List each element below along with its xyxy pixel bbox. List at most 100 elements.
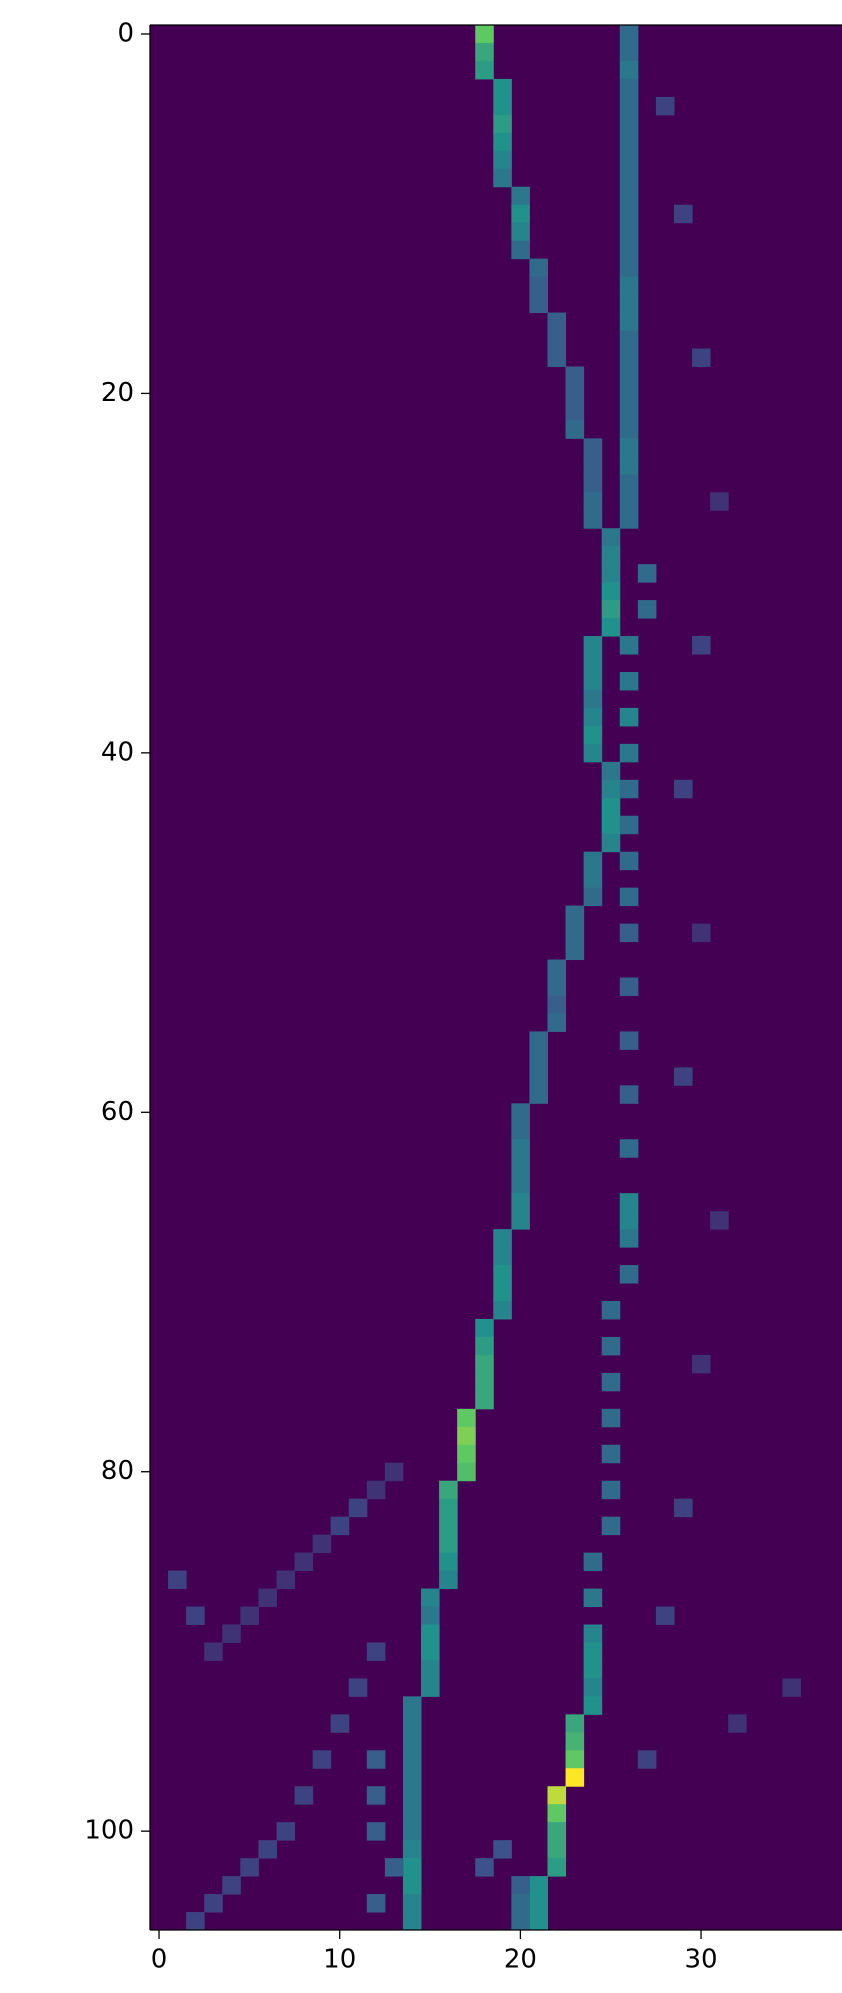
heatmap-cell xyxy=(493,1840,512,1859)
heatmap-cell xyxy=(529,1912,548,1931)
heatmap-cell xyxy=(402,1786,422,1805)
heatmap-cell xyxy=(348,1498,368,1518)
heatmap-cell xyxy=(529,1085,548,1104)
heatmap-cell xyxy=(511,1894,530,1913)
heatmap-cell xyxy=(583,1588,603,1608)
heatmap-cell xyxy=(619,1085,639,1104)
heatmap-cell xyxy=(583,887,603,907)
heatmap-cell xyxy=(728,1714,747,1733)
heatmap-cell xyxy=(402,1840,422,1859)
heatmap-cell xyxy=(493,132,512,152)
heatmap-cell xyxy=(366,1480,386,1500)
heatmap-cell xyxy=(240,1858,259,1877)
heatmap-cell xyxy=(601,1444,621,1464)
heatmap-cell xyxy=(384,1858,404,1877)
heatmap-cell xyxy=(619,258,639,278)
heatmap-cell xyxy=(511,1121,530,1140)
heatmap-cell xyxy=(655,96,675,116)
heatmap-cell xyxy=(619,977,639,996)
heatmap-cell xyxy=(439,1516,458,1536)
heatmap-cell xyxy=(421,1606,440,1625)
heatmap-cell xyxy=(583,492,603,511)
heatmap-cell xyxy=(402,1876,422,1895)
heatmap-cell xyxy=(583,1660,603,1679)
heatmap-cell xyxy=(782,1678,801,1697)
heatmap-cell xyxy=(565,384,585,403)
heatmap-cell xyxy=(547,1840,567,1859)
heatmap-cell xyxy=(601,618,621,637)
heatmap-cell xyxy=(619,779,639,799)
heatmap-cell xyxy=(619,923,639,943)
heatmap-cell xyxy=(619,240,639,260)
heatmap-cell xyxy=(565,1714,585,1733)
heatmap-cell xyxy=(439,1534,458,1554)
x-tick-label: 10 xyxy=(323,1945,356,1975)
heatmap-cell xyxy=(258,1840,277,1859)
heatmap-cell xyxy=(601,528,621,547)
heatmap-cell xyxy=(493,1283,512,1302)
heatmap-cell xyxy=(583,671,603,691)
heatmap-cell xyxy=(529,1894,548,1913)
y-tick-label: 40 xyxy=(101,737,134,767)
heatmap-cell xyxy=(493,78,512,98)
heatmap-cell xyxy=(619,1211,639,1230)
heatmap-cell xyxy=(583,851,603,871)
heatmap-cell xyxy=(619,96,639,116)
heatmap-cell xyxy=(168,1570,187,1590)
heatmap-cell xyxy=(619,384,639,403)
heatmap-cell xyxy=(330,1516,350,1536)
heatmap-cell xyxy=(619,815,639,835)
heatmap-cell xyxy=(583,636,603,655)
heatmap-cell xyxy=(240,1606,259,1625)
heatmap-cell xyxy=(547,1858,567,1877)
heatmap-cell xyxy=(601,1300,621,1320)
heatmap-cell xyxy=(276,1822,296,1841)
heatmap-cell xyxy=(511,1876,530,1895)
heatmap-cell xyxy=(601,761,621,781)
heatmap-cell xyxy=(493,168,512,188)
heatmap-cell xyxy=(222,1876,241,1895)
heatmap-cell xyxy=(475,1372,494,1392)
heatmap-cell xyxy=(294,1552,314,1572)
heatmap-cell xyxy=(565,366,585,385)
heatmap-cell xyxy=(547,1822,567,1841)
x-tick-label: 0 xyxy=(151,1945,168,1975)
heatmap-cell xyxy=(619,150,639,170)
heatmap-cell xyxy=(493,114,512,134)
heatmap-cell xyxy=(421,1660,440,1679)
heatmap-cell xyxy=(619,1193,639,1212)
heatmap-cell xyxy=(601,833,621,853)
heatmap-cell xyxy=(619,402,639,421)
heatmap-cell xyxy=(475,42,494,62)
heatmap-cell xyxy=(457,1408,476,1428)
heatmap-cell xyxy=(601,564,621,583)
heatmap-cell xyxy=(619,707,639,727)
heatmap-cell xyxy=(493,150,512,170)
heatmap-cell xyxy=(619,1139,639,1158)
heatmap-cell xyxy=(402,1804,422,1823)
heatmap-cell xyxy=(619,186,639,206)
heatmap-cell xyxy=(619,114,639,134)
heatmap-cell xyxy=(511,1193,530,1212)
heatmap-cell xyxy=(619,330,639,349)
heatmap-cell xyxy=(583,654,603,673)
heatmap-cell xyxy=(619,420,639,439)
heatmap-cell xyxy=(475,1390,494,1410)
y-tick-label: 100 xyxy=(84,1816,134,1846)
heatmap-cell xyxy=(457,1426,476,1446)
heatmap-cell xyxy=(673,1067,693,1086)
heatmap-cell xyxy=(673,779,693,799)
heatmap-cell xyxy=(601,1372,621,1392)
heatmap-cell xyxy=(619,1031,639,1050)
heatmap-cell xyxy=(529,294,548,314)
heatmap-cell xyxy=(204,1894,223,1913)
heatmap-cell xyxy=(565,1768,585,1787)
heatmap-cell xyxy=(547,1013,567,1032)
heatmap-cell xyxy=(601,546,621,565)
heatmap-cell xyxy=(366,1822,386,1841)
heatmap-cell xyxy=(511,1157,530,1176)
heatmap-cell xyxy=(547,1786,567,1805)
heatmap-cell xyxy=(619,438,639,457)
heatmap-cell xyxy=(258,1588,277,1608)
